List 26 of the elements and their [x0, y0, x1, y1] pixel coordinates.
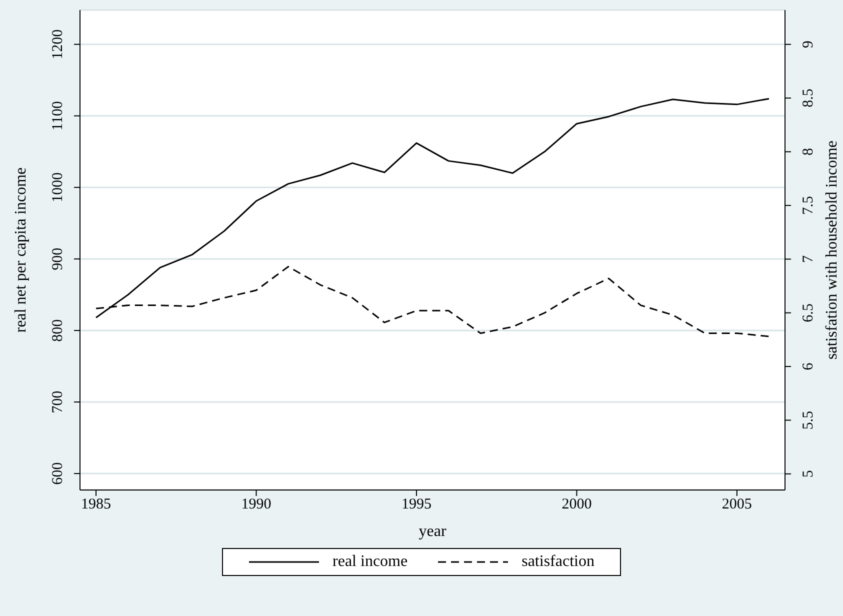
y-tick-label: 1100 [50, 101, 66, 131]
y-tick-label: 700 [50, 390, 66, 414]
y2-tick-label: 5.5 [800, 410, 817, 430]
y2-axis-title: satisfation with household income [824, 140, 841, 360]
y-tick-label: 600 [50, 462, 66, 485]
y2-tick-label: 9 [800, 40, 817, 48]
y-tick-label: 1000 [50, 172, 66, 202]
x-tick-label: 2000 [562, 496, 592, 513]
y2-tick-label: 6.5 [800, 303, 817, 322]
y2-tick-label: 7 [800, 254, 817, 263]
y2-tick-label: 5 [800, 470, 817, 478]
y-tick-label: 900 [50, 248, 66, 270]
x-axis-title: year [418, 523, 447, 540]
legend-label: real income [332, 553, 408, 571]
y-axis-title: real net per capita income [12, 167, 30, 333]
y-tick-label: 800 [50, 319, 66, 342]
x-tick-label: 1985 [81, 496, 112, 513]
legend-label: satisfaction [522, 553, 594, 571]
x-tick-label: 1990 [241, 496, 272, 513]
x-tick-label: 2005 [722, 496, 752, 513]
y-tick-label: 1200 [50, 29, 66, 60]
y2-tick-label: 7.5 [800, 196, 817, 215]
y2-tick-label: 8 [800, 148, 817, 156]
y2-tick-label: 8.5 [800, 88, 817, 108]
x-tick-label: 1995 [401, 496, 432, 513]
y2-tick-label: 6 [800, 362, 817, 370]
